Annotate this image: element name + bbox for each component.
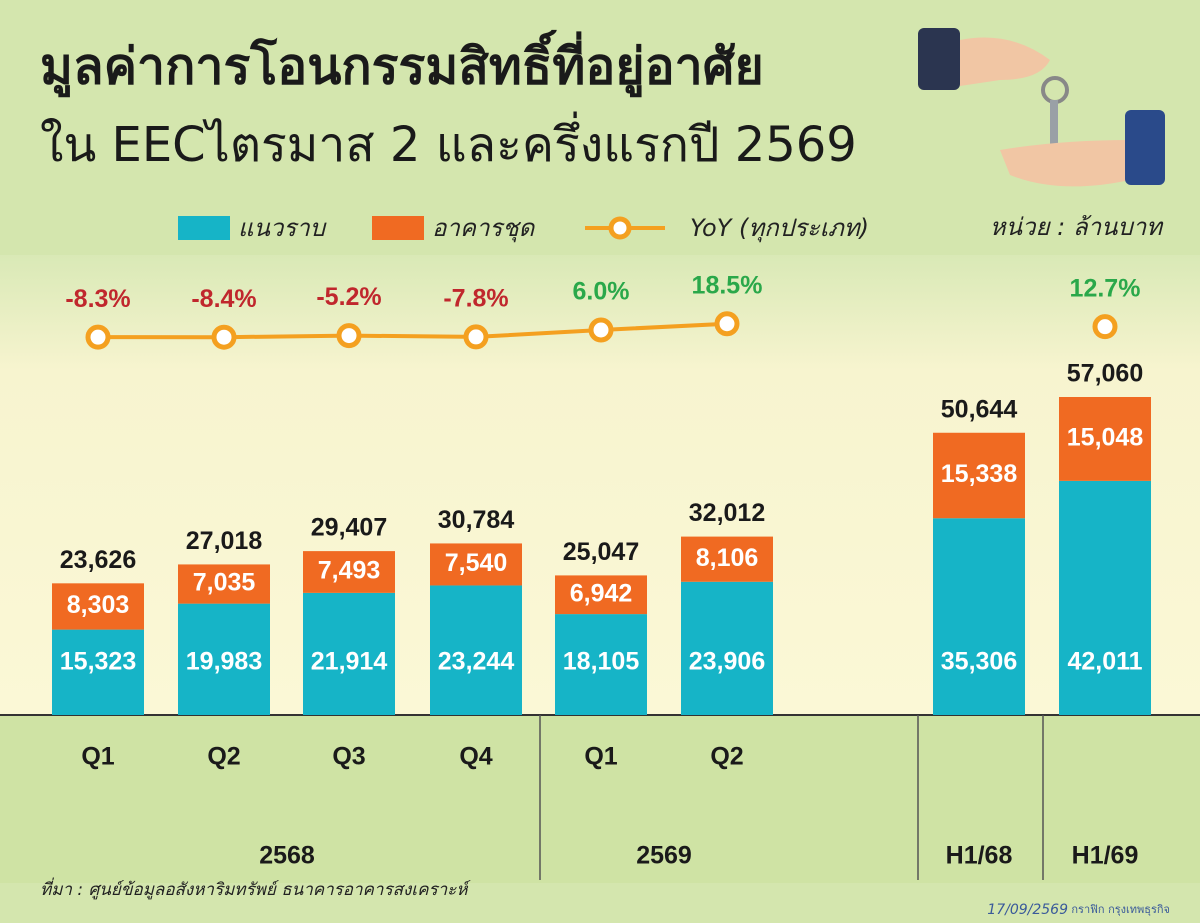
total-label: 23,626 [60,546,136,574]
bar-segment [933,518,1025,715]
group-label: H1/68 [946,842,1013,870]
total-label: 29,407 [311,514,387,542]
bar-segment [681,536,773,582]
legend-label: YoY (ทุกประเภท) [690,214,869,243]
yoy-marker [1092,314,1118,340]
yoy-line [97,321,728,340]
total-label: 50,644 [941,395,1018,423]
yoy-marker [211,324,237,350]
bar-segment [555,575,647,615]
yoy-label: 6.0% [573,278,630,306]
total-label: 27,018 [186,527,263,555]
yoy-marker [714,311,740,337]
legend-marker [608,216,632,240]
yoy-label: -8.3% [65,285,130,313]
axis-area [0,715,1200,883]
value-label: 15,048 [1067,424,1144,452]
chart-title: มูลค่าการโอนกรรมสิทธิ์ที่อยู่อาศัย [40,29,764,98]
bar-segment [430,585,522,715]
value-label: 21,914 [311,648,388,676]
x-tick-label: Q2 [710,743,743,771]
chart-subtitle: ใน EECไตรมาส 2 และครึ่งแรกปี 2569 [40,111,857,173]
bar-segment [555,614,647,715]
bar-segment [933,432,1025,519]
bar-segment [52,583,144,630]
x-tick-label: Q1 [81,743,114,771]
legend-label: แนวราบ [238,214,327,242]
bar-segment [1059,480,1151,715]
value-label: 7,540 [445,549,508,577]
value-label: 42,011 [1067,648,1142,676]
total-label: 57,060 [1067,360,1143,388]
yoy-label: 12.7% [1070,274,1141,302]
yoy-label: 18.5% [692,271,763,299]
bar-segment [178,564,270,604]
bar-segment [178,603,270,715]
bar-segment [681,581,773,715]
group-label: H1/69 [1072,842,1139,870]
yoy-marker [463,324,489,350]
value-label: 7,493 [318,557,381,585]
bar-segment [52,629,144,715]
value-label: 8,106 [696,544,759,572]
group-label: 2569 [636,842,692,870]
credit: กราฟิก กรุงเทพธุรกิจ [1071,903,1170,916]
value-label: 8,303 [67,591,130,619]
total-label: 30,784 [438,506,515,534]
yoy-label: -5.2% [316,283,381,311]
value-label: 18,105 [563,648,640,676]
legend-label: อาคารชุด [432,214,536,243]
legend-swatch [372,216,424,240]
value-label: 15,323 [60,648,136,676]
yoy-marker [336,323,362,349]
x-tick-label: Q1 [584,743,617,771]
bar-segment [303,551,395,593]
yoy-marker [85,324,111,350]
legend-swatch [178,216,230,240]
value-label: 23,906 [689,648,765,676]
date: 17/09/2569 [987,902,1068,918]
group-label: 2568 [259,842,315,870]
x-tick-label: Q4 [459,743,492,771]
yoy-label: -8.4% [191,285,256,313]
yoy-label: -7.8% [443,285,508,313]
value-label: 6,942 [570,579,633,607]
total-label: 32,012 [689,499,765,527]
value-label: 7,035 [193,569,256,597]
yoy-marker [588,317,614,343]
x-tick-label: Q3 [332,743,365,771]
bar-segment [1059,397,1151,481]
value-label: 23,244 [438,648,515,676]
total-label: 25,047 [563,538,639,566]
value-label: 15,338 [941,460,1018,488]
hand-icon [918,28,1165,187]
unit-label: หน่วย : ล้านบาท [990,213,1164,241]
bar-segment [303,592,395,715]
value-label: 35,306 [941,648,1017,676]
value-label: 19,983 [186,648,262,676]
source: ที่มา : ศูนย์ข้อมูลอสังหาริมทรัพย์ ธนาคา… [40,877,471,900]
x-tick-label: Q2 [207,743,240,771]
bar-segment [430,543,522,586]
